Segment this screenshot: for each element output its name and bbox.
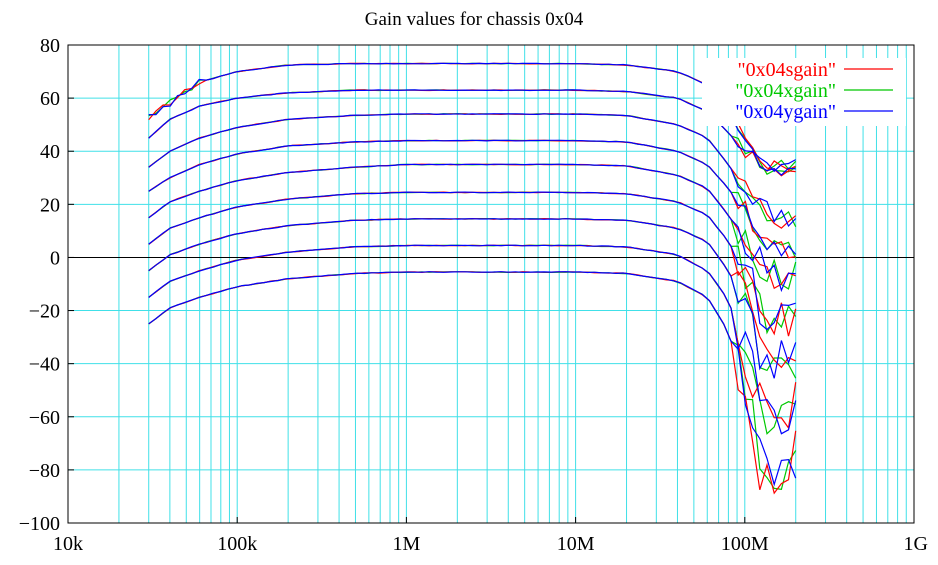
x-tick-label: 100M — [721, 533, 769, 555]
legend-label: "0x04sgain" — [737, 59, 836, 81]
legend-label: "0x04ygain" — [735, 101, 836, 123]
series-line — [148, 62, 796, 177]
x-tick-labels: 10k 100k 1M 10M 100M 1G — [53, 517, 928, 555]
legend-label: "0x04xgain" — [735, 80, 836, 102]
series-line — [148, 271, 797, 487]
series-line — [148, 191, 797, 337]
y-tick-label: 40 — [40, 141, 60, 163]
legend: "0x04sgain""0x04xgain""0x04ygain" — [735, 59, 893, 123]
series-line — [148, 113, 797, 228]
x-tick-label: 10k — [53, 533, 83, 555]
x-tick-label: 100k — [217, 533, 257, 555]
grid-lines — [68, 45, 914, 523]
series-line — [148, 218, 797, 379]
plot-frame — [67, 44, 915, 524]
series-line — [148, 89, 797, 172]
series-line — [148, 244, 797, 435]
y-tick-label: 80 — [40, 35, 60, 57]
chart-title: Gain values for chassis 0x04 — [365, 9, 584, 30]
series-line — [148, 89, 796, 173]
series-lines — [148, 62, 797, 495]
series-line — [148, 62, 796, 176]
y-tick-label: 60 — [40, 88, 60, 110]
x-tick-label: 1M — [393, 533, 421, 555]
series-line — [148, 191, 796, 331]
y-tick-label: −100 — [19, 513, 60, 535]
series-line — [148, 163, 796, 290]
series-line — [148, 271, 797, 490]
y-tick-label: −80 — [29, 460, 60, 482]
y-tick-label: −40 — [29, 354, 60, 376]
series-line — [148, 163, 796, 293]
series-line — [148, 139, 796, 259]
y-tick-label: −20 — [29, 301, 60, 323]
series-line — [148, 271, 797, 495]
series-line — [148, 191, 797, 335]
x-tick-label: 1G — [904, 533, 928, 555]
y-tick-label: −60 — [29, 407, 60, 429]
series-line — [148, 163, 797, 290]
y-tick-label: 0 — [50, 247, 60, 269]
series-line — [148, 89, 796, 173]
series-line — [148, 113, 797, 228]
series-line — [148, 139, 797, 257]
series-line — [148, 244, 796, 435]
plot-border — [67, 44, 915, 524]
y-tick-labels: 80 60 40 20 0 −20 −40 −60 −80 −100 — [19, 35, 74, 535]
series-line — [148, 217, 797, 379]
series-line — [148, 62, 797, 175]
y-tick-label: 20 — [40, 194, 60, 216]
x-tick-label: 10M — [557, 533, 595, 555]
series-line — [148, 139, 797, 259]
